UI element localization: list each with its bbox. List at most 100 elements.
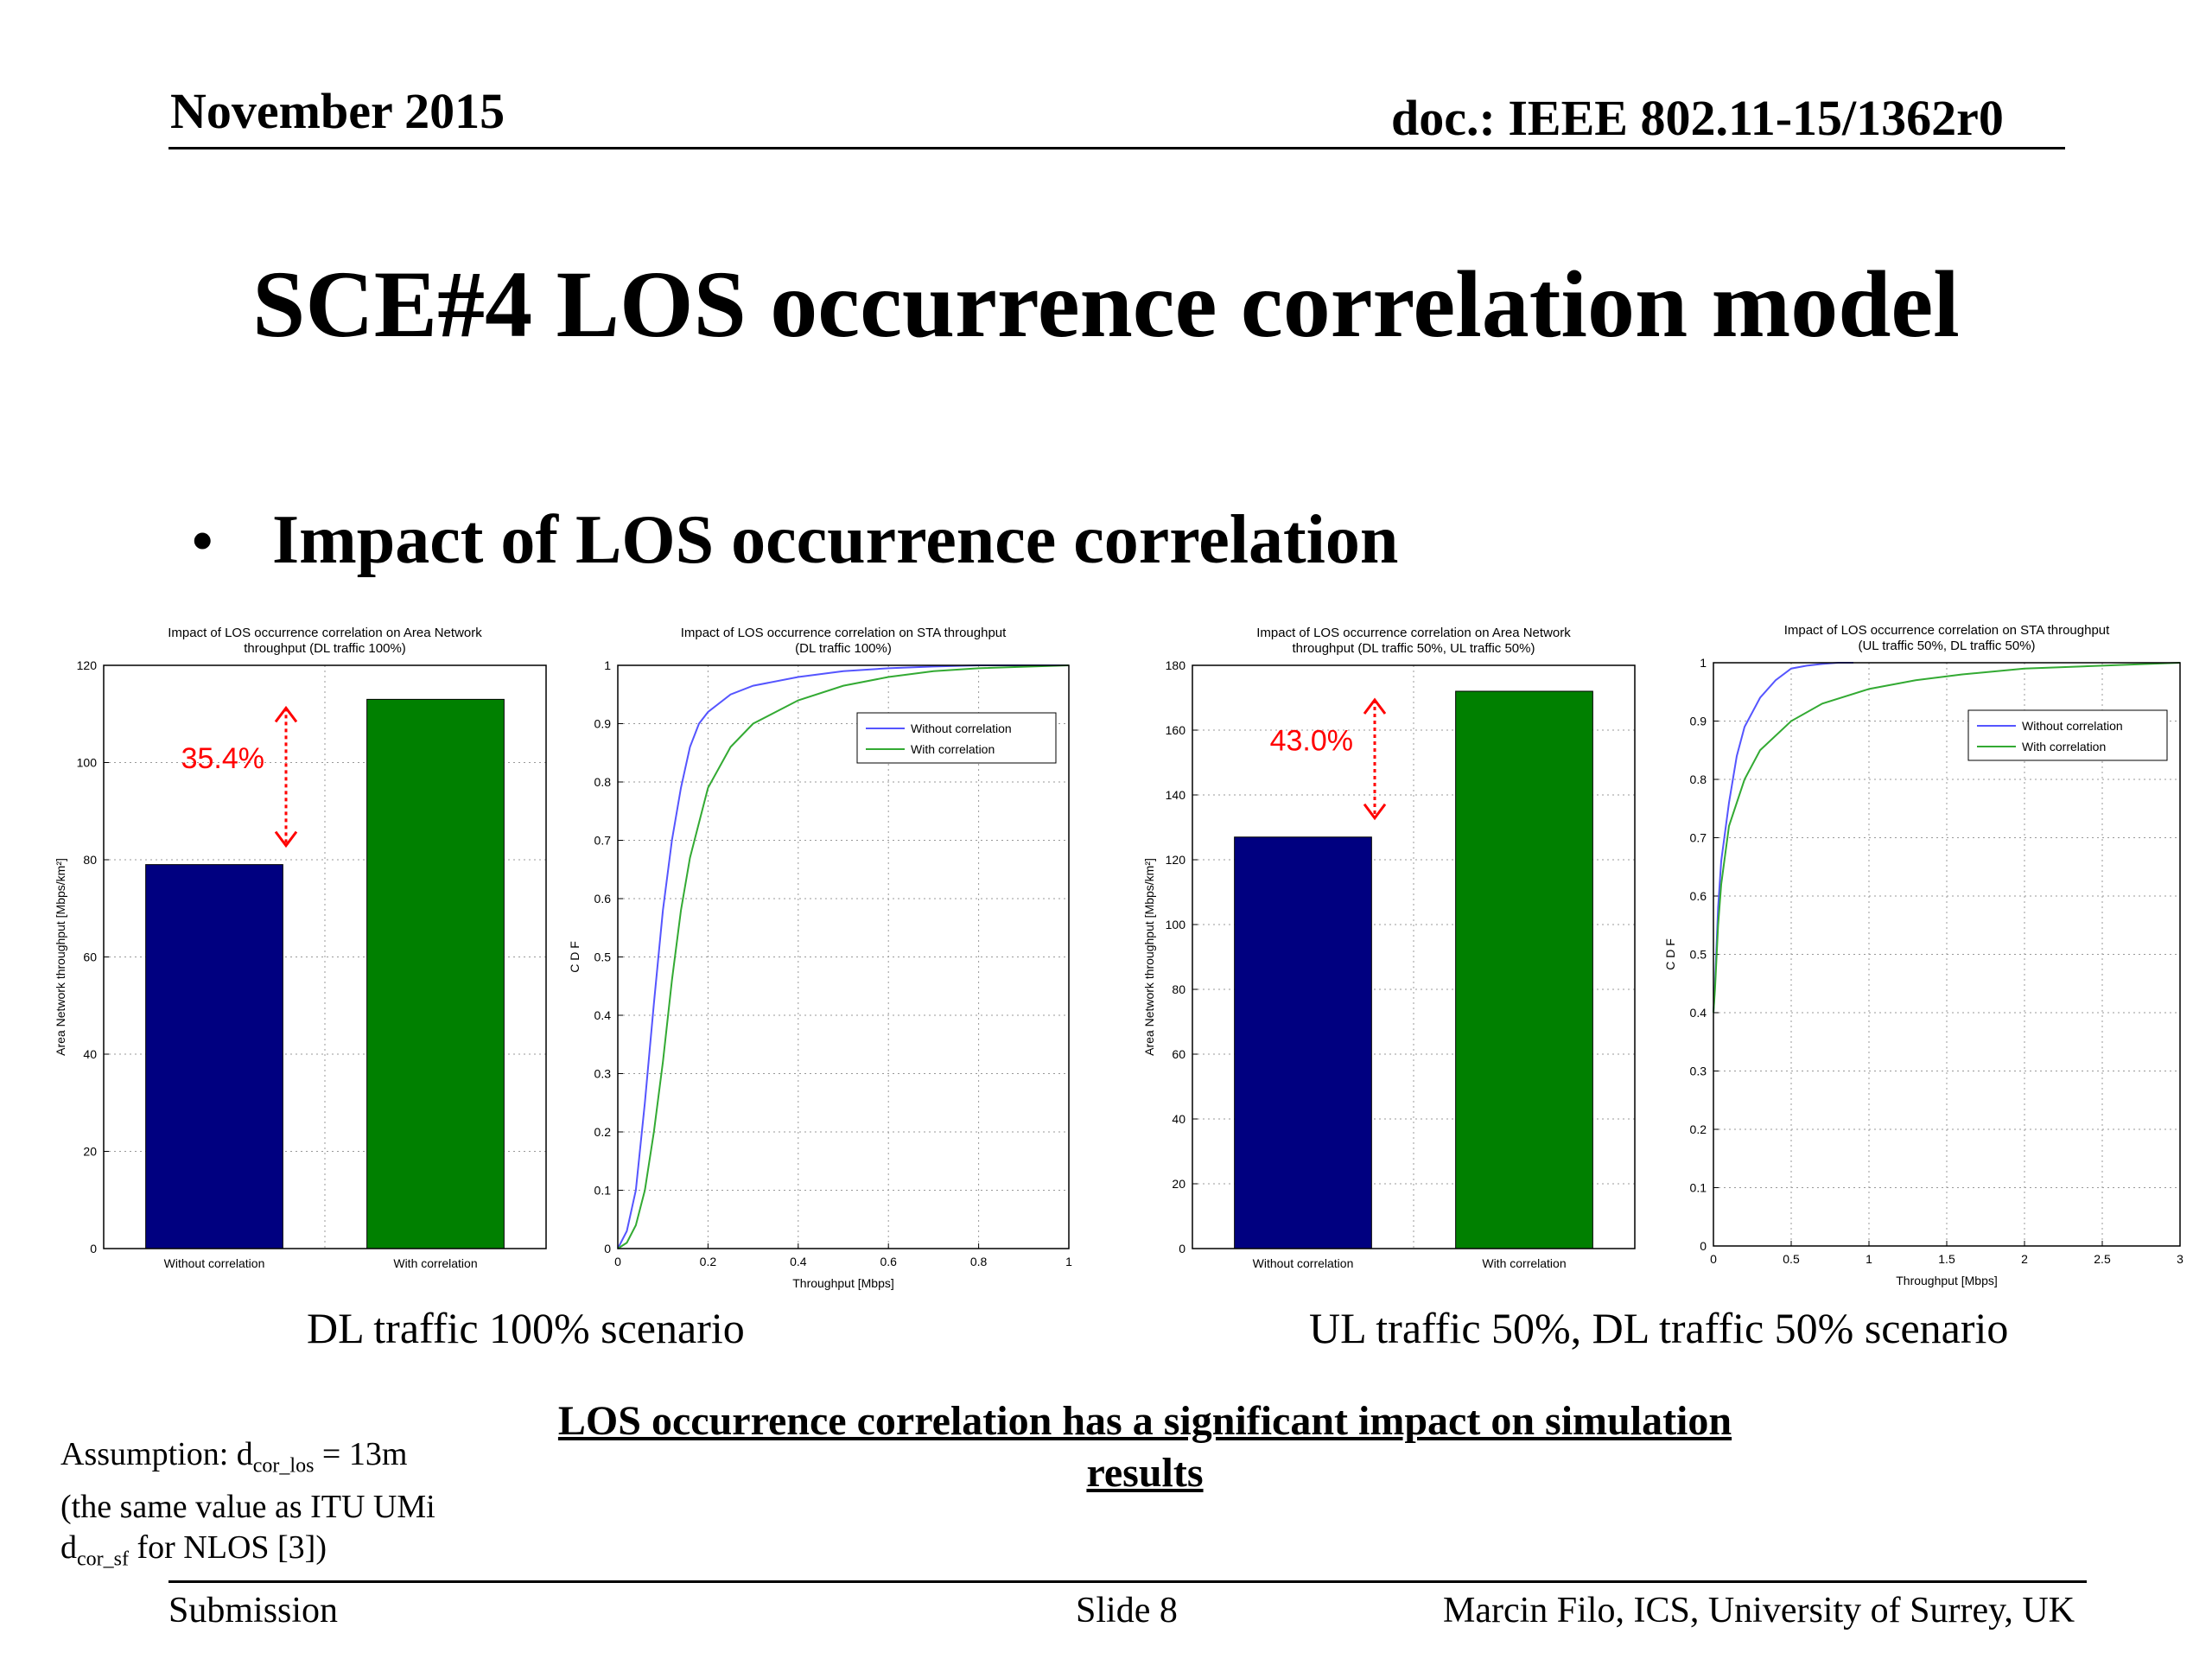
plot-frame [617,664,1070,1249]
x-tick-label: With correlation [1482,1256,1566,1270]
legend-label: Without correlation [911,721,1012,735]
y-tick-label: 0.7 [594,834,612,848]
x-tick-label: 0.4 [790,1255,807,1268]
footer-author: Marcin Filo, ICS, University of Surrey, … [1443,1591,2075,1630]
y-tick-label: 0.3 [594,1067,612,1081]
bar-chart-ul50-dl50: Impact of LOS occurrence correlation on … [1132,618,1650,1274]
plot-frame [1713,662,2181,1247]
y-tick-label: 60 [83,950,97,964]
y-tick-label: 0.9 [594,717,612,731]
y-tick-label: 0 [90,1242,97,1255]
footer-slide-number: Slide 8 [1076,1591,1178,1630]
header-doc-id: doc.: IEEE 802.11-15/1362r0 [1391,90,2004,146]
assumption-value: = 13m [314,1436,408,1472]
assumption-line-1: Assumption: dcor_los = 13m [60,1434,435,1487]
y-tick-label: 120 [77,658,98,672]
y-tick-label: 0.3 [1690,1065,1707,1078]
assumption-prefix: Assumption: d [60,1436,253,1472]
y-tick-label: 40 [83,1047,97,1061]
chart-title: Impact of LOS occurrence correlation on … [1256,626,1571,640]
y-tick-label: 1 [604,658,611,672]
legend-label: With correlation [911,742,995,756]
x-tick-label: With correlation [393,1256,477,1270]
x-axis-label: Throughput [Mbps] [792,1276,894,1290]
y-tick-label: 20 [83,1145,97,1159]
cdf-line-with-correlation [1713,662,2181,1014]
cdf-chart-dl100: Impact of LOS occurrence correlation on … [566,618,1084,1292]
chart-title: Impact of LOS occurrence correlation on … [681,626,1007,640]
x-tick-label: 1.5 [1938,1252,1955,1266]
legend-box [1967,709,2168,761]
y-tick-label: 0 [604,1242,611,1255]
chart-title: (UL traffic 50%, DL traffic 50%) [1858,639,2035,653]
x-tick-label: 3 [2177,1252,2183,1266]
chart-svg: Impact of LOS occurrence correlation on … [1663,623,2183,1287]
y-axis-label: Area Network throughput [Mbps/km²] [1142,858,1156,1056]
y-tick-label: 0.4 [1690,1006,1707,1020]
bar-chart-dl100: Impact of LOS occurrence correlation on … [43,618,562,1274]
y-tick-label: 0.7 [1690,831,1707,845]
y-tick-label: 0.8 [1690,772,1707,786]
y-tick-label: 0.2 [1690,1122,1707,1136]
x-tick-label: 1 [1866,1252,1872,1266]
y-tick-label: 0.8 [594,775,612,789]
chart-title: throughput (DL traffic 50%, UL traffic 5… [1293,641,1535,656]
x-tick-label: Without correlation [1253,1256,1354,1270]
y-tick-label: 0.2 [594,1125,612,1139]
y-tick-label: 80 [83,853,97,867]
assumption-note: Assumption: dcor_los = 13m (the same val… [60,1434,435,1580]
y-tick-label: 0.1 [1690,1181,1707,1195]
assumption-nlos: for NLOS [3]) [128,1529,327,1566]
chart-title: Impact of LOS occurrence correlation on … [1784,623,2110,638]
annotation-arrow-head-up [1363,697,1387,715]
bullet-text: Impact of LOS occurrence correlation [272,502,1399,578]
legend-box [856,712,1057,764]
y-tick-label: 120 [1166,853,1186,867]
x-tick-label: 0.5 [1783,1252,1800,1266]
y-tick-label: 1 [1700,656,1707,670]
bar-with-correlation [1455,690,1593,1249]
y-tick-label: 0 [1700,1239,1707,1253]
annotation-arrow-head-up [274,705,298,723]
cdf-chart-ul50-dl50: Impact of LOS occurrence correlation on … [1655,615,2195,1289]
chart-title: (DL traffic 100%) [795,641,892,656]
y-axis-label: Area Network throughput [Mbps/km²] [54,858,67,1056]
footer-submission: Submission [168,1591,339,1630]
y-tick-label: 0 [1179,1242,1185,1255]
legend-label: With correlation [2022,740,2106,753]
x-tick-label: 0 [614,1255,621,1268]
y-tick-label: 100 [77,756,98,770]
y-tick-label: 60 [1172,1047,1185,1061]
bullet-marker: • [192,508,213,575]
x-tick-label: 2 [2021,1252,2028,1266]
x-tick-label: 0 [1710,1252,1717,1266]
bar-with-correlation [366,698,505,1249]
x-tick-label: 2.5 [2094,1252,2111,1266]
caption-right: UL traffic 50%, DL traffic 50% scenario [1309,1304,2009,1352]
assumption-subscript-los: cor_los [252,1454,315,1478]
y-axis-label: C D F [568,941,582,973]
x-tick-label: 0.6 [880,1255,897,1268]
bar-without-correlation [1234,836,1372,1249]
y-tick-label: 160 [1166,723,1186,737]
y-tick-label: 0.4 [594,1008,612,1022]
y-tick-label: 20 [1172,1177,1185,1191]
plot-frame [1192,664,1636,1249]
y-tick-label: 0.6 [1690,889,1707,903]
assumption-subscript-sf: cor_sf [77,1548,129,1571]
cdf-line-without-correlation [617,664,1069,1249]
y-tick-label: 0.9 [1690,715,1707,728]
annotation-label: 43.0% [1270,724,1353,757]
assumption-line-2: (the same value as ITU UMi [60,1488,435,1525]
conclusion-text: LOS occurrence correlation has a signifi… [557,1398,1732,1496]
chart-svg: Impact of LOS occurrence correlation on … [54,626,547,1270]
y-tick-label: 0.6 [594,892,612,906]
chart-svg: Impact of LOS occurrence correlation on … [1142,626,1636,1270]
slide-title: SCE#4 LOS occurrence correlation model [252,251,1960,357]
chart-title: throughput (DL traffic 100%) [244,641,406,656]
bar-without-correlation [145,864,283,1249]
y-tick-label: 0.5 [1690,948,1707,962]
caption-left: DL traffic 100% scenario [307,1304,745,1352]
x-tick-label: Without correlation [164,1256,265,1270]
y-tick-label: 80 [1172,982,1185,996]
